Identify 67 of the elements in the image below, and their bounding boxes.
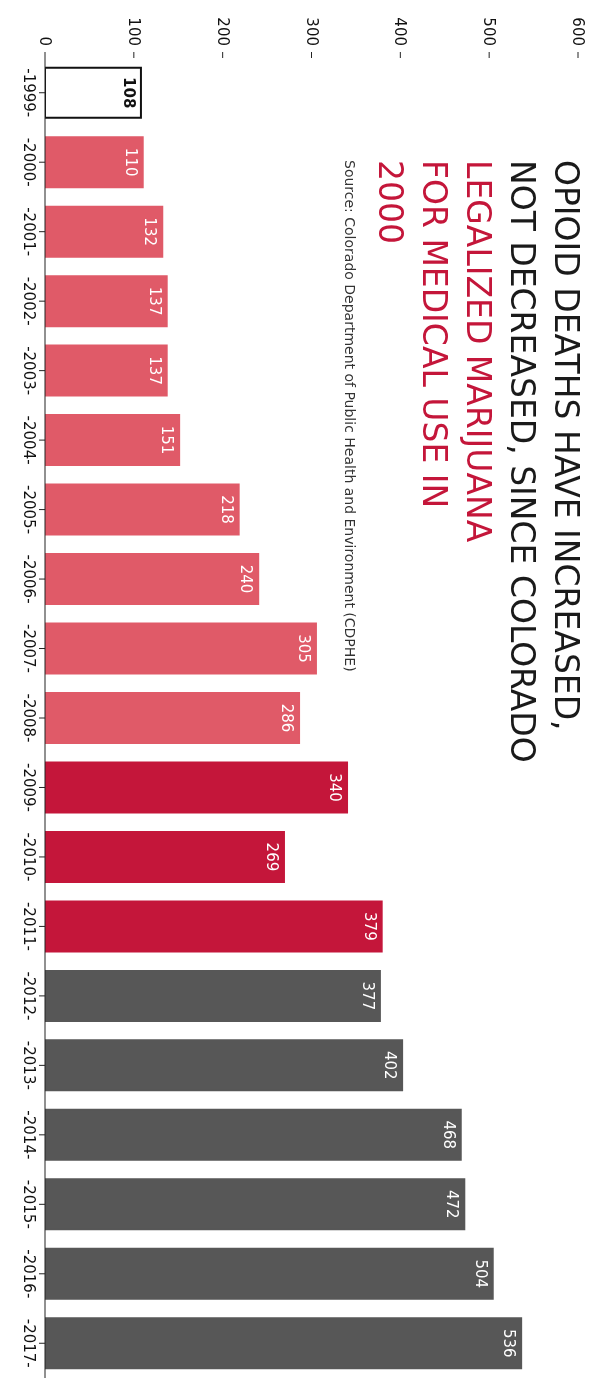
y-tick-label: -2015- <box>20 1179 38 1229</box>
data-label: 472 <box>443 1189 462 1219</box>
bar <box>45 622 317 675</box>
y-tick-label: -1999- <box>20 68 38 118</box>
data-label: 269 <box>262 842 281 872</box>
data-label: 379 <box>360 912 379 941</box>
bar <box>45 205 164 258</box>
bar <box>45 483 240 536</box>
y-tick-label: -2001- <box>20 207 38 257</box>
data-label: 504 <box>471 1259 490 1289</box>
y-tick-label: -2014- <box>20 1110 38 1160</box>
annotation: Source: Colorado Department of Public Health and Environment (CDPHE) <box>342 160 358 672</box>
x-tick-label: 400 <box>391 17 410 46</box>
data-label: 218 <box>217 495 236 524</box>
bar <box>45 136 144 189</box>
y-tick-label: -2016- <box>20 1249 38 1299</box>
data-label: 137 <box>145 356 164 385</box>
x-tick-label: 600 <box>569 17 587 46</box>
y-tick-label: -2006- <box>20 554 38 604</box>
y-tick-label: -2012- <box>20 971 38 1021</box>
bar <box>45 1178 466 1231</box>
bar <box>45 761 349 814</box>
y-tick-label: -2011- <box>20 901 38 951</box>
bar <box>45 900 383 953</box>
bar <box>45 66 142 119</box>
data-label: 110 <box>121 147 140 177</box>
data-label: 536 <box>500 1328 519 1358</box>
y-tick-label: -2017- <box>20 1318 38 1368</box>
y-tick-label: -2008- <box>20 693 38 743</box>
y-tick-label: -2005- <box>20 485 38 535</box>
x-tick-label: 100 <box>124 17 143 46</box>
bar <box>45 1317 523 1370</box>
bar <box>45 830 285 883</box>
bar <box>45 344 168 397</box>
bar <box>45 1108 462 1161</box>
y-tick-label: -2004- <box>20 415 38 465</box>
bar <box>45 691 301 744</box>
x-tick-label: 300 <box>302 17 321 46</box>
bar <box>45 1247 494 1300</box>
y-tick-label: -2000- <box>20 137 38 187</box>
bar <box>45 414 181 467</box>
data-label: 240 <box>237 564 256 594</box>
data-label: 286 <box>278 703 297 733</box>
bar <box>45 969 381 1022</box>
bar <box>45 1039 404 1092</box>
y-tick-label: -2003- <box>20 346 38 396</box>
text: OPIOID DEATHS HAVE INCREASED, NOT DECREASED, SINCE COLORADO <box>502 160 587 765</box>
y-tick-label: -2010- <box>20 832 38 882</box>
x-tick-label: 0 <box>36 36 54 46</box>
y-tick-label: -2007- <box>20 624 38 674</box>
data-label: 108 <box>119 77 138 109</box>
x-tick-label: 200 <box>213 17 232 46</box>
data-label: 137 <box>145 286 164 316</box>
data-label: 132 <box>141 217 160 246</box>
data-label: 151 <box>158 425 177 455</box>
data-label: 402 <box>381 1051 400 1080</box>
y-tick-label: -2013- <box>20 1040 38 1090</box>
data-label: 377 <box>358 981 377 1011</box>
data-label: 340 <box>326 773 345 802</box>
data-label: 305 <box>294 634 313 663</box>
bar <box>45 553 260 606</box>
text: LEGALIZED MARIJUANA FOR MEDICAL USE IN 2000 <box>370 160 499 545</box>
x-tick-label: 500 <box>480 17 499 46</box>
data-label: 468 <box>439 1120 458 1150</box>
bar <box>45 275 168 328</box>
y-tick-label: -2009- <box>20 762 38 812</box>
y-tick-label: -2002- <box>20 276 38 326</box>
